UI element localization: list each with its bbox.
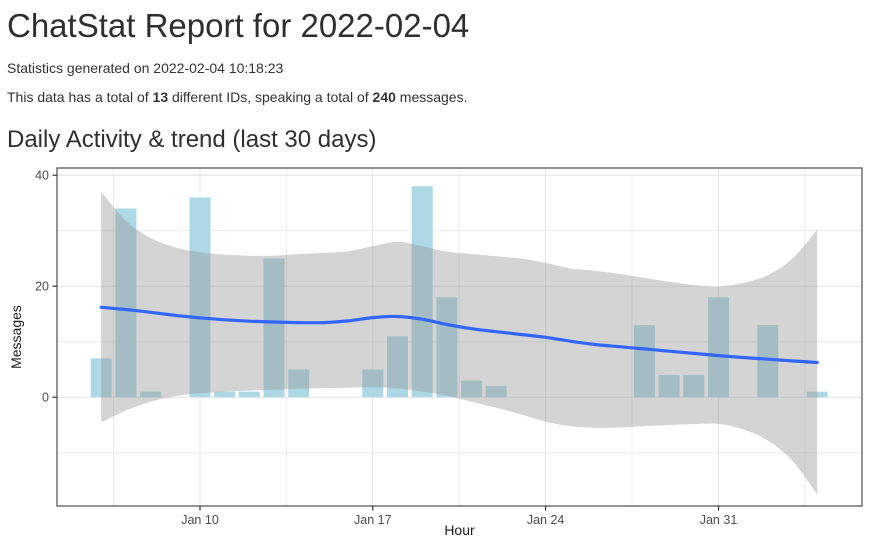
x-tick-label: Jan 10 [181,513,219,527]
bar-2022-01-21 [461,380,483,398]
trend-line [99,305,819,365]
bar-2022-01-17 [362,369,384,398]
section-title: Daily Activity & trend (last 30 days) [7,126,377,154]
summary-middle: different IDs, speaking a total of [168,89,373,106]
bar-2022-01-31 [708,297,729,398]
generated-timestamp: Statistics generated on 2022-02-04 10:18… [7,60,284,77]
summary-message-count: 240 [372,89,396,106]
bar-2022-01-13 [263,258,285,398]
summary-prefix: This data has a total of [7,89,153,106]
y-axis-title: Messages [8,305,24,369]
bar-2022-01-18 [387,336,408,398]
summary-text: This data has a total of 13 different ID… [7,89,872,105]
bar-2022-01-08 [140,391,162,398]
bar-2022-01-30 [683,375,705,398]
bar-2022-01-12 [238,391,260,398]
confidence-band [101,192,818,495]
summary-id-count: 13 [152,89,169,106]
x-tick-label: Jan 24 [527,513,565,527]
y-tick-label: 40 [35,169,49,183]
bar-2022-01-14 [288,369,310,398]
y-tick-label: 20 [35,280,49,294]
bar-2022-01-11 [214,391,236,398]
bar-2022-01-10 [189,197,211,398]
bar-2022-01-06 [90,358,112,398]
bar-2022-02-04 [806,391,828,398]
chart-panel [56,167,863,507]
page-title: ChatStat Report for 2022-02-04 [7,7,470,44]
bar-2022-01-28 [633,325,655,398]
y-tick-label: 0 [42,391,49,405]
activity-chart: Jan 10 Jan 17 Jan 24 Jan 31 0 20 40 Hour Message… [0,163,872,548]
report-page: ChatStat Report for 2022-02-04 Statistic… [0,5,882,548]
summary-suffix: messages. [395,89,468,106]
bar-2022-01-07 [115,208,137,398]
daily-activity-plot: Jan 10 Jan 17 Jan 24 Jan 31 0 20 40 Hour Message… [8,167,863,538]
x-tick-label: Jan 31 [700,513,738,527]
x-axis-title: Hour [444,522,475,538]
x-tick-label: Jan 17 [354,513,392,527]
bar-2022-01-22 [485,386,507,398]
bar-2022-02-02 [757,325,779,398]
bar-2022-01-29 [658,375,680,398]
bar-2022-01-19 [411,186,433,398]
